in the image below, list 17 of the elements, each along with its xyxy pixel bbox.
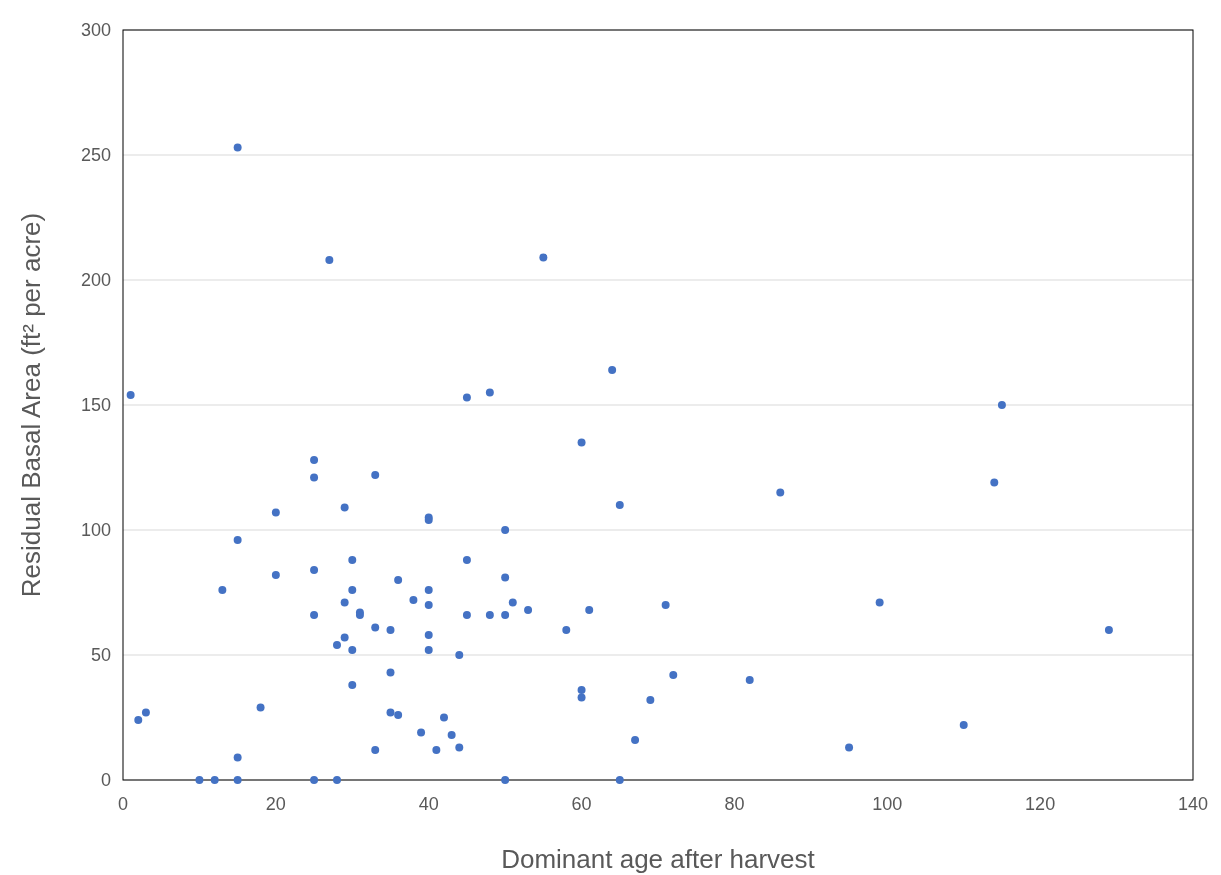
y-tick-label: 0 [100,770,111,790]
y-tick-label: 100 [80,520,111,540]
y-tick-label: 200 [80,270,111,290]
x-axis-title: Dominant age after harvest [501,844,816,874]
x-tick-label: 60 [571,794,592,814]
x-tick-label: 0 [117,794,129,814]
x-tick-label: 40 [418,794,439,814]
x-tick-label: 140 [1177,794,1209,814]
y-tick-label: 300 [80,20,111,40]
x-tick-label: 120 [1025,794,1056,814]
y-axis-title: Residual Basal Area (ft² per acre) [16,212,46,598]
y-tick-label: 250 [80,145,111,165]
x-tick-label: 80 [724,794,745,814]
x-tick-label: 100 [872,794,903,814]
y-tick-label: 50 [90,645,111,665]
y-tick-label: 150 [80,395,111,415]
x-tick-label: 20 [265,794,286,814]
